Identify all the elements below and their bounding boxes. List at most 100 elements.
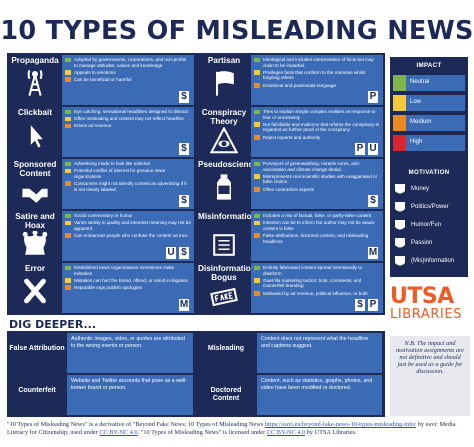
- impact-bullet: Eye catching, sensational headlines desi…: [65, 109, 191, 115]
- bullet-text: Often misleading and content may not ref…: [74, 116, 184, 122]
- utsa-libraries-logo: UTSA LIBRARIES: [390, 286, 470, 322]
- impact-swatch: [254, 122, 260, 127]
- impact-bullet: Purveyors of greenwashing, miracle cures…: [254, 161, 380, 172]
- impact-title: IMPACT: [416, 62, 442, 69]
- motivation-badge: U: [368, 143, 378, 155]
- impact-bullet: Can embarrass people who confuse the con…: [65, 233, 191, 239]
- footer-link-license-1[interactable]: CC BY-NC 4.0: [99, 428, 138, 436]
- type-name: Disinformation/ Bogus: [198, 264, 259, 282]
- bullet-text: Includes a mix of factual, false, or par…: [263, 213, 372, 218]
- impact-bullet: Entirely fabricated content spread inten…: [254, 265, 380, 276]
- footer-link-eavi[interactable]: https://eavi.eu/beyond-fake-news-10-type…: [264, 421, 417, 428]
- bullet-text: Tries to explain simple complex realitie…: [263, 109, 376, 120]
- type-card: Conspiracy Theory Tries to explain simple…: [198, 107, 383, 157]
- humor-icon: [394, 219, 406, 232]
- impact-bullet: Consumers might not identify content as …: [65, 181, 191, 192]
- impact-bullet: Can be beneficial or harmful: [65, 77, 191, 83]
- motivation-legend-row: (Mis)information: [394, 255, 466, 269]
- impact-swatch: [254, 291, 260, 296]
- x-mark-icon: [21, 277, 49, 310]
- flag-icon: [210, 69, 238, 102]
- motivation-label: (Mis)information: [411, 258, 455, 264]
- fake-stamp-icon: [210, 283, 238, 316]
- motivation-badge: $: [179, 247, 189, 259]
- impact-color-swatch: [393, 75, 406, 91]
- motivation-badge: U: [166, 247, 176, 259]
- impact-legend-row: Low: [393, 95, 465, 111]
- bullet-text: Can embarrass people who confuse the con…: [74, 232, 189, 238]
- impact-swatch: [254, 278, 260, 283]
- impact-bullet: Guerrilla marketing tactics: bots, comme…: [254, 278, 380, 289]
- impact-swatch: [254, 83, 260, 88]
- type-name-column: Partisan: [198, 55, 250, 105]
- motivation-badge: $: [355, 299, 365, 311]
- impact-swatch: [254, 233, 260, 239]
- radio-tower-icon: [21, 69, 49, 102]
- type-description: Advertising made to look like editorial P…: [62, 159, 194, 209]
- footer-text-4: by UTSA Libraries.: [306, 428, 357, 436]
- type-description: Established news organizations sometimes…: [62, 263, 194, 313]
- type-description: Purveyors of greenwashing, miracle cures…: [251, 159, 383, 209]
- impact-swatch: [254, 213, 260, 219]
- impact-color-swatch: [393, 135, 406, 151]
- type-name-column: Disinformation/ Bogus: [198, 263, 259, 316]
- impact-label: High: [410, 139, 423, 145]
- impact-swatch: [65, 181, 71, 187]
- impact-swatch: [254, 109, 260, 115]
- impact-bullet: Established news organizations sometimes…: [65, 265, 191, 276]
- type-card: Misinformation Includes a mix of factual,…: [198, 211, 383, 261]
- impact-bullet: Often contradicts experts: [254, 187, 380, 193]
- type-name-column: Sponsored Content: [9, 159, 61, 209]
- dig-deeper-name: Counterfeit: [18, 387, 56, 394]
- type-name-column: Propaganda: [9, 55, 61, 105]
- type-name-column: Clickbait: [9, 107, 61, 157]
- motivation-badge: P: [355, 143, 365, 155]
- bullet-text: Advertising made to look like editorial: [74, 161, 150, 166]
- logo-utsa: UTSA: [390, 284, 454, 309]
- bullet-text: Varies widely in quality and intended me…: [74, 220, 191, 231]
- impact-swatch: [65, 265, 71, 271]
- impact-color-swatch: [393, 115, 406, 131]
- type-description: Includes a mix of factual, false, or par…: [251, 211, 383, 261]
- type-name: Partisan: [207, 56, 241, 65]
- types-panel: Propaganda Adopted by governments, corpor…: [7, 53, 385, 315]
- bullet-text: Mistakes can hurt the brand, offend, or …: [74, 277, 189, 283]
- impact-bullet: Intention can be to inform but author ma…: [254, 220, 380, 231]
- motivation-title: MOTIVATION: [408, 169, 450, 176]
- impact-bullet: Emotional and passionate language: [254, 83, 380, 89]
- impact-bullet: Tries to explain simple complex realitie…: [254, 109, 380, 120]
- handshake-icon: [21, 179, 49, 212]
- footer-text-2: by eavi: Media Literacy for Citizenship,…: [7, 421, 456, 436]
- impact-swatch: [65, 168, 71, 174]
- impact-bullet: Privileges facts that conform to the nar…: [254, 70, 380, 81]
- type-name-column: Error: [9, 263, 61, 313]
- impact-bullet: Appeals to emotions: [65, 70, 191, 76]
- impact-bullet: Reject experts and authority: [254, 135, 380, 141]
- type-name: Clickbait: [17, 108, 53, 117]
- type-name-column: Satire and Hoax: [9, 211, 61, 261]
- impact-swatch: [65, 213, 71, 219]
- impact-swatch: [65, 109, 71, 115]
- motivation-legend-row: Politics/Power: [394, 201, 466, 215]
- type-name: Conspiracy Theory: [201, 108, 247, 126]
- type-card: Partisan Ideological and includes interpr…: [198, 55, 383, 105]
- impact-swatch: [254, 70, 260, 75]
- bullet-text: Established news organizations sometimes…: [74, 265, 175, 276]
- type-name: Satire and Hoax: [15, 212, 55, 230]
- type-card: Satire and Hoax Social commentary or humo…: [9, 211, 194, 261]
- footer-link-license-2[interactable]: CC BY-NC 4.0: [266, 428, 306, 436]
- type-card: Clickbait Eye catching, sensational headl…: [9, 107, 194, 157]
- impact-legend-row: Neutral: [393, 75, 465, 91]
- impact-legend-row: Medium: [393, 115, 465, 131]
- misinformation-icon: [394, 255, 406, 268]
- politics-icon: [394, 201, 406, 214]
- bullet-text: Social commentary or humor: [74, 213, 133, 218]
- impact-swatch: [65, 233, 71, 239]
- impact-bullet: Social commentary or humor: [65, 213, 191, 219]
- impact-swatch: [65, 123, 71, 129]
- impact-swatch: [254, 57, 260, 63]
- type-name-column: Misinformation: [198, 211, 257, 261]
- bullet-text: Often contradicts experts: [263, 186, 315, 192]
- dig-deeper-panel: False Attribution Authentic images, video…: [7, 331, 385, 417]
- bullet-text: Can be beneficial or harmful: [74, 76, 132, 82]
